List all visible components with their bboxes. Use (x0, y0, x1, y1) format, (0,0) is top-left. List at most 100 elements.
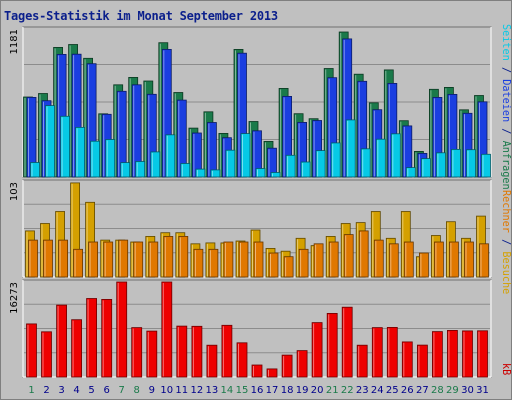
bar-seiten-day-24 (375, 138, 386, 178)
x-tick-label-day-28: 28 (431, 385, 444, 396)
bar-seiten-day-2 (45, 105, 55, 178)
x-tick-label-day-31: 31 (476, 385, 489, 396)
bar-rechner-day-21 (328, 241, 339, 278)
x-tick-label-day-17: 17 (266, 385, 279, 396)
bar-rechner-day-26 (403, 241, 414, 278)
bar-kb-day-20 (311, 322, 323, 378)
bar-kb-day-3 (56, 304, 67, 378)
y-max-label: 1181 (9, 29, 20, 54)
kilobytes-panel: 16273 (9, 279, 492, 378)
bar-seiten-day-29 (450, 148, 461, 178)
bar-seiten-day-6 (105, 139, 116, 178)
bar-kb-day-29 (446, 329, 458, 378)
bar-kb-day-6 (101, 298, 113, 378)
bar-seiten-day-10 (165, 134, 176, 178)
bar-seiten-day-22 (345, 119, 356, 178)
bar-kb-day-12 (191, 325, 203, 378)
x-tick-label-day-6: 6 (104, 385, 110, 396)
bar-rechner-day-19 (298, 248, 309, 278)
bar-rechner-day-25 (388, 243, 399, 278)
x-tick-label-day-23: 23 (356, 385, 369, 396)
x-tick-label-day-1: 1 (28, 385, 34, 396)
bar-seiten-day-19 (300, 161, 311, 178)
bar-seiten-day-7 (120, 162, 131, 178)
x-tick-label-day-14: 14 (221, 385, 234, 396)
bar-rechner-day-20 (313, 243, 324, 278)
legend-part: Dateien (500, 79, 511, 122)
legend-part: Rechner (500, 190, 511, 233)
bar-rechner-day-22 (343, 234, 354, 278)
bar-kb-day-17 (266, 368, 278, 378)
bar-rechner-day-23 (358, 230, 369, 278)
x-tick-label-day-19: 19 (296, 385, 309, 396)
x-tick-label-day-13: 13 (206, 385, 219, 396)
bar-kb-day-10 (161, 281, 173, 378)
bar-seiten-day-18 (285, 154, 296, 178)
bar-kb-day-16 (251, 364, 263, 378)
bar-kb-day-5 (86, 298, 97, 378)
bar-seiten-day-4 (75, 127, 85, 178)
legend-requests-files-pages: Seiten / Dateien / Anfragen (500, 24, 511, 190)
bar-kb-day-31 (477, 330, 488, 378)
bar-kb-day-1 (26, 323, 37, 378)
bar-rechner-day-6 (103, 241, 114, 278)
legend-kilobytes: kB (500, 363, 511, 375)
bar-seiten-day-8 (135, 161, 146, 178)
bar-kb-day-23 (356, 344, 368, 378)
bar-kb-day-30 (462, 330, 473, 378)
bar-seiten-day-14 (225, 149, 236, 178)
bar-rechner-day-7 (118, 239, 129, 278)
bar-kb-day-4 (71, 319, 82, 378)
bar-kb-day-2 (41, 331, 52, 378)
bar-kb-day-8 (131, 327, 143, 378)
x-tick-label-day-27: 27 (416, 385, 429, 396)
bar-seiten-day-12 (195, 168, 206, 178)
bar-kb-day-11 (176, 325, 188, 378)
bar-seiten-day-27 (420, 158, 431, 178)
x-tick-label-day-8: 8 (134, 385, 140, 396)
bar-kb-day-27 (416, 344, 428, 378)
bar-seiten-day-5 (90, 140, 100, 178)
bar-rechner-day-3 (58, 239, 68, 278)
bar-rechner-day-11 (178, 235, 189, 278)
bar-seiten-day-21 (330, 142, 341, 178)
bar-kb-day-26 (401, 341, 413, 378)
legend-part: / (500, 233, 511, 251)
bar-rechner-day-24 (373, 239, 384, 278)
bar-kb-day-24 (371, 327, 383, 378)
bar-seiten-day-13 (210, 169, 221, 178)
y-max-label: 103 (9, 182, 20, 201)
bar-rechner-day-4 (73, 248, 83, 278)
x-tick-label-day-3: 3 (58, 385, 64, 396)
x-tick-label-day-18: 18 (281, 385, 294, 396)
bar-kb-day-14 (221, 324, 233, 378)
bar-kb-day-9 (146, 330, 158, 378)
bar-rechner-day-2 (43, 239, 53, 278)
bar-rechner-day-17 (268, 252, 279, 278)
bar-rechner-day-31 (479, 243, 489, 278)
visits-hosts-panel: 103 (9, 179, 492, 278)
legend-part: Besuche (500, 251, 511, 294)
x-tick-label-day-20: 20 (311, 385, 324, 396)
legend-part: / (500, 61, 511, 79)
bar-kb-day-28 (431, 331, 443, 378)
chart-title: Tages-Statistik im Monat September 2013 (4, 9, 278, 23)
bar-rechner-day-16 (253, 241, 264, 278)
requests-files-pages-panel: 1181 (9, 26, 492, 178)
legend-part: kB (500, 363, 511, 375)
bar-kb-day-13 (206, 344, 218, 378)
legend-part: Seiten (500, 24, 511, 61)
x-tick-label-day-21: 21 (326, 385, 339, 396)
bar-rechner-day-18 (283, 256, 294, 278)
legend-part: Anfragen (500, 141, 511, 190)
bar-seiten-day-31 (481, 153, 491, 178)
bar-rechner-day-8 (133, 241, 144, 278)
bar-kb-day-22 (341, 306, 353, 378)
x-tick-label-day-29: 29 (446, 385, 459, 396)
bar-rechner-day-12 (193, 248, 204, 278)
bar-rechner-day-15 (238, 241, 249, 278)
bar-rechner-day-5 (88, 241, 98, 278)
bar-seiten-day-16 (255, 168, 266, 178)
bar-seiten-day-26 (405, 167, 416, 178)
x-tick-label-day-5: 5 (88, 385, 94, 396)
